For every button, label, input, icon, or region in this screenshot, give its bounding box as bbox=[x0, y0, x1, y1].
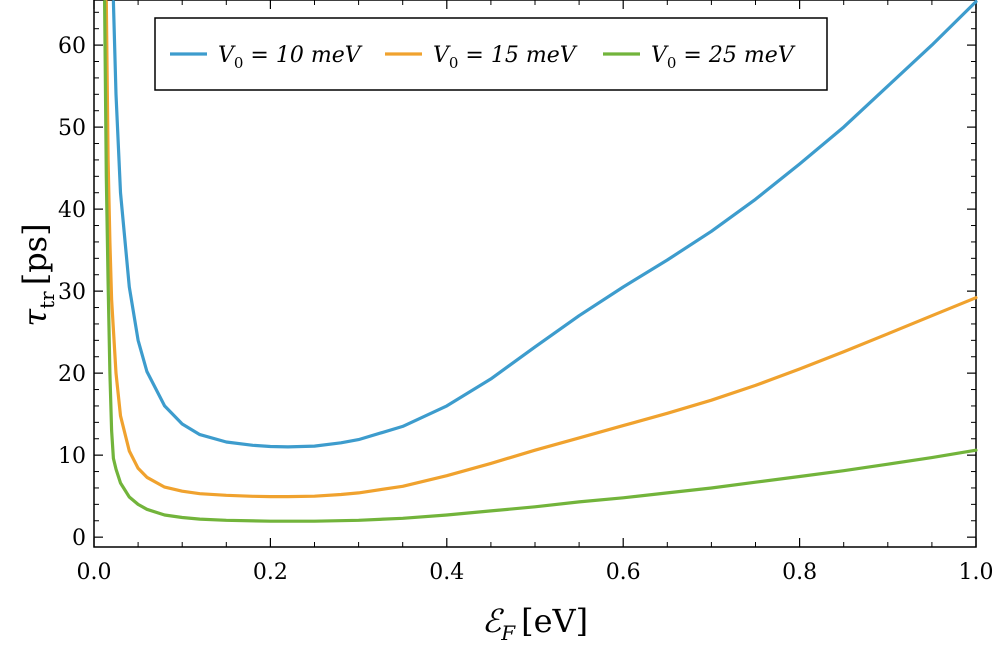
tick-labels: 0.0 0.2 0.4 0.6 0.8 1.0 0 10 20 30 40 50 60 bbox=[58, 34, 994, 585]
y-tick-label: 60 bbox=[58, 34, 86, 59]
x-axis-label: ℰF [eV] bbox=[482, 602, 588, 645]
x-tick-label: 0.6 bbox=[606, 560, 641, 585]
x-axis-label-unit: [eV] bbox=[521, 602, 588, 640]
axis-ticks bbox=[93, 0, 977, 547]
x-axis-label-symbol: ℰ bbox=[482, 602, 505, 640]
series-line-1 bbox=[111, 0, 978, 449]
x-tick-label: 1.0 bbox=[959, 560, 994, 585]
legend-label: V0 = 25 meV bbox=[651, 43, 796, 72]
x-tick-label: 0.0 bbox=[77, 560, 112, 585]
x-tick-label: 0.4 bbox=[429, 560, 464, 585]
series-line-2 bbox=[104, 0, 978, 499]
y-axis-label-subscript: tr bbox=[35, 291, 59, 309]
y-tick-label: 40 bbox=[58, 198, 86, 223]
y-tick-label: 0 bbox=[72, 526, 86, 551]
y-tick-label: 50 bbox=[58, 116, 86, 141]
legend-items: V0 = 10 meV V0 = 15 meV V0 = 25 meV bbox=[170, 43, 796, 72]
y-tick-label: 30 bbox=[58, 280, 86, 305]
series-lines bbox=[102, 0, 978, 523]
y-axis-label-unit: [ps] bbox=[16, 223, 54, 285]
y-tick-label: 20 bbox=[58, 362, 86, 387]
x-tick-label: 0.8 bbox=[782, 560, 817, 585]
x-axis-label-subscript: F bbox=[500, 621, 516, 645]
y-axis-label-symbol: τ bbox=[16, 308, 54, 327]
y-axis-label: τtr [ps] bbox=[16, 223, 59, 326]
x-tick-label: 0.2 bbox=[253, 560, 288, 585]
legend-box bbox=[154, 17, 828, 91]
legend: V0 = 10 meV V0 = 15 meV V0 = 25 meV bbox=[154, 17, 828, 91]
legend-label: V0 = 10 meV bbox=[218, 43, 363, 72]
plot-area bbox=[93, 0, 977, 548]
series-line-3 bbox=[102, 0, 978, 523]
legend-label: V0 = 15 meV bbox=[433, 43, 578, 72]
y-tick-label: 10 bbox=[58, 444, 86, 469]
